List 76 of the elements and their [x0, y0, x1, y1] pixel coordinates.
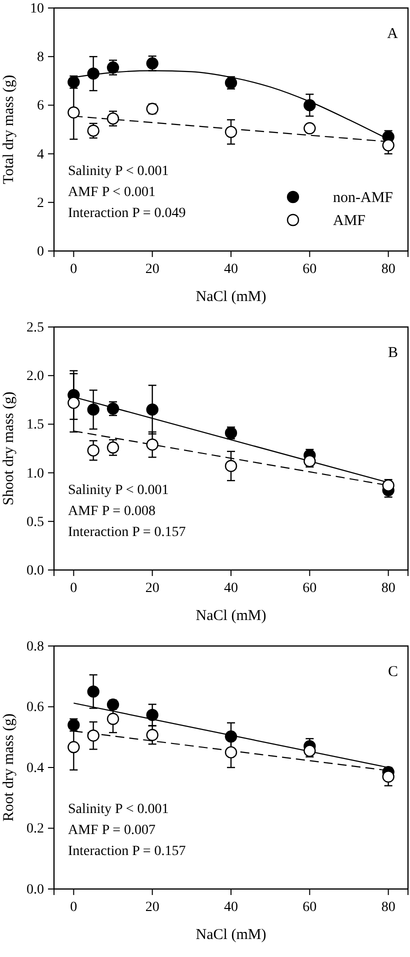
point [304, 99, 316, 112]
point [87, 685, 100, 698]
point [68, 741, 80, 754]
x-tick-label: 80 [381, 262, 396, 277]
legend-label: non-AMF [333, 190, 394, 206]
annotation: B [388, 345, 398, 361]
x-tick-label: 60 [302, 262, 317, 277]
y-tick-label: 0 [37, 244, 44, 260]
point [87, 68, 100, 80]
point [146, 438, 158, 451]
x-tick-label: 60 [302, 900, 317, 915]
annotation: Salinity P < 0.001 [68, 483, 169, 498]
point [146, 708, 158, 722]
y-axis-title: Total dry mass (g) [1, 74, 17, 184]
legend-label: AMF [333, 213, 366, 229]
x-tick-label: 20 [145, 900, 160, 915]
x-tick-label: 40 [224, 900, 238, 915]
annotation: Interaction P = 0.049 [68, 206, 186, 221]
point [382, 770, 394, 783]
x-tick-label: 80 [381, 580, 396, 596]
point [146, 404, 158, 416]
y-tick-label: 0.5 [26, 514, 44, 530]
y-tick-label: 0.0 [26, 882, 44, 898]
x-axis-title: NaCl (mM) [196, 608, 266, 624]
point [382, 479, 394, 492]
point [224, 746, 238, 758]
annotation: C [388, 664, 398, 680]
point [224, 460, 238, 472]
y-tick-label: 2 [37, 196, 44, 211]
x-tick-label: 80 [381, 900, 396, 915]
x-tick-label: 0 [70, 900, 78, 915]
point [87, 444, 100, 457]
annotation: Interaction P = 0.157 [68, 525, 186, 540]
y-tick-label: 4 [37, 147, 44, 162]
point [304, 744, 316, 757]
point [146, 728, 158, 742]
point [224, 730, 238, 743]
annotation: AMF P = 0.008 [68, 504, 156, 519]
y-axis-title: Shoot dry mass (g) [1, 392, 17, 506]
x-tick-label: 20 [145, 580, 160, 596]
annotation: A [387, 26, 398, 42]
x-tick-label: 0 [70, 262, 78, 277]
y-tick-label: 1.5 [26, 418, 44, 433]
x-tick-label: 60 [302, 580, 317, 596]
point [382, 139, 394, 152]
point [106, 712, 120, 725]
point [304, 455, 316, 468]
point [87, 730, 100, 742]
x-axis-title: NaCl (mM) [196, 289, 266, 305]
x-tick-label: 40 [224, 262, 238, 277]
point [304, 122, 316, 134]
point [87, 404, 100, 416]
y-tick-label: 0.2 [26, 822, 44, 837]
x-tick-label: 0 [70, 580, 78, 596]
y-tick-label: 2.0 [26, 369, 44, 384]
y-tick-label: 6 [37, 98, 44, 114]
annotation: Interaction P = 0.157 [68, 844, 186, 859]
annotation: AMF P < 0.001 [68, 185, 156, 200]
point [68, 106, 80, 119]
y-tick-label: 10 [30, 1, 44, 16]
annotation: Salinity P < 0.001 [68, 164, 169, 179]
point [224, 126, 238, 138]
x-tick-label: 40 [224, 580, 238, 596]
y-tick-label: 8 [37, 50, 44, 66]
y-tick-label: 0.0 [26, 563, 44, 578]
y-tick-label: 0.6 [26, 700, 44, 716]
point [68, 396, 80, 409]
annotation: AMF P = 0.007 [68, 823, 156, 838]
annotation: Salinity P < 0.001 [68, 802, 169, 817]
y-tick-label: 0.8 [26, 639, 44, 654]
y-tick-label: 1.0 [26, 466, 44, 482]
x-axis-title: NaCl (mM) [196, 927, 266, 943]
x-tick-label: 20 [145, 262, 160, 277]
y-tick-label: 2.5 [26, 320, 44, 336]
y-axis-title: Root dry mass (g) [1, 714, 17, 822]
y-tick-label: 0.4 [26, 760, 44, 776]
